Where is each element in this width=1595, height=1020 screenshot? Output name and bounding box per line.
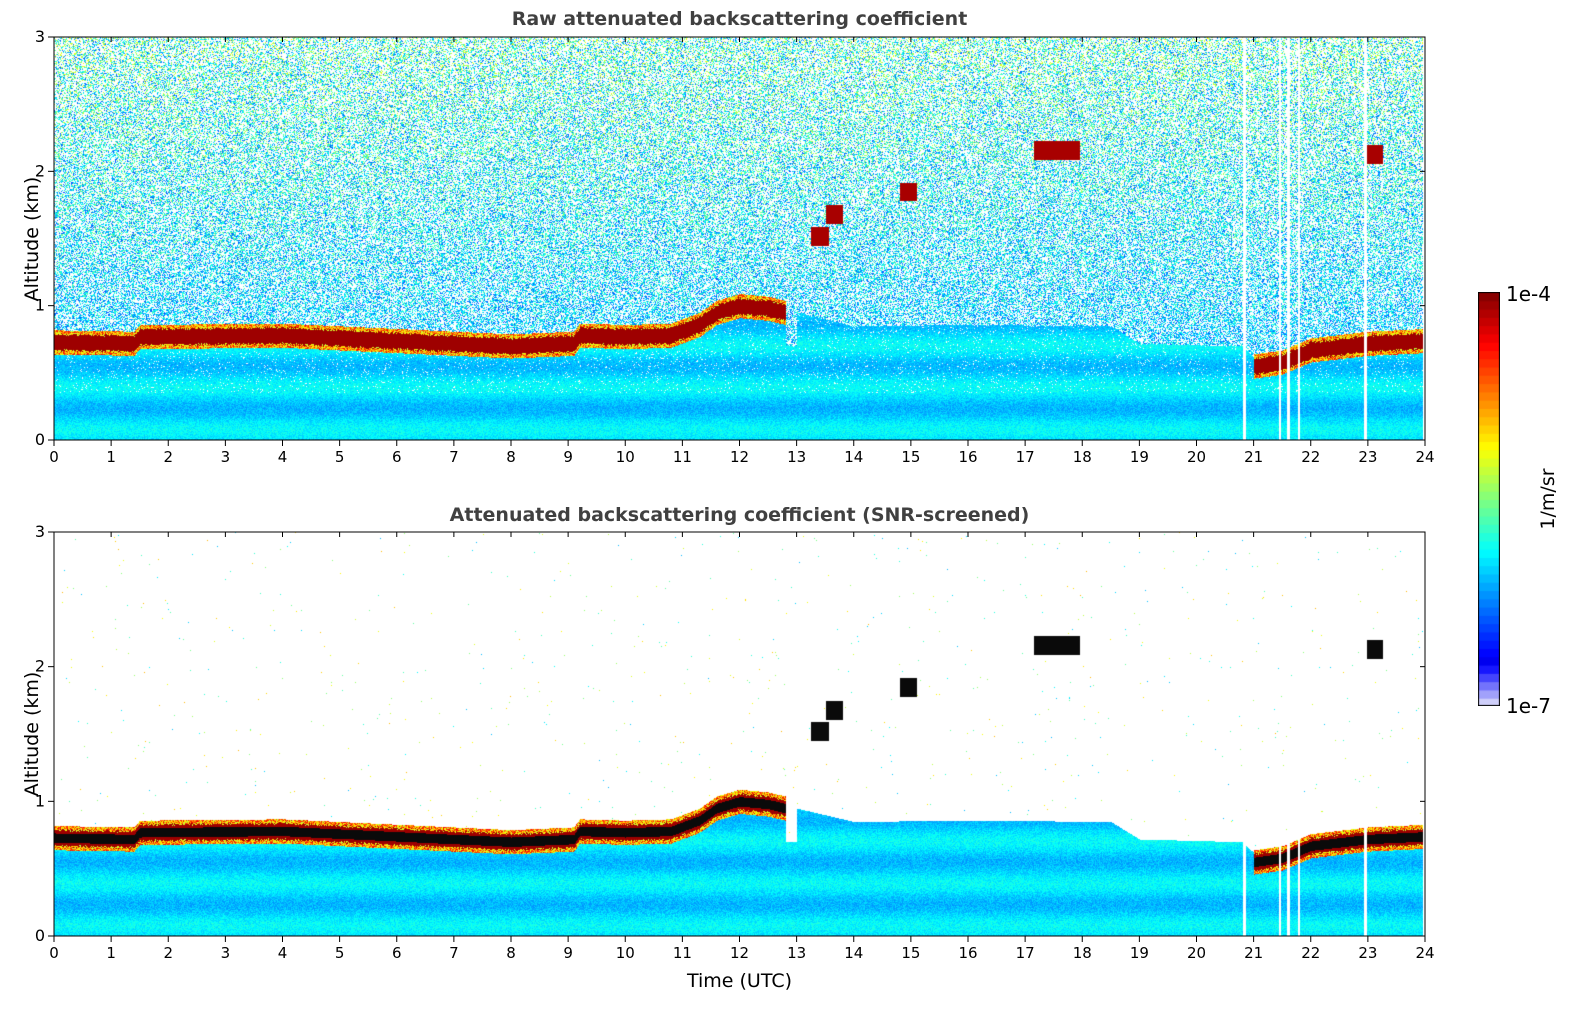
y-tick-label: 0 xyxy=(35,430,45,449)
x-tick-label: 22 xyxy=(1301,448,1320,466)
x-tick-label: 12 xyxy=(730,448,749,466)
x-tick-label: 11 xyxy=(673,448,692,466)
top-plot-title: Raw attenuated backscattering coefficien… xyxy=(511,8,968,30)
x-tick-label: 10 xyxy=(616,448,635,466)
x-tick-label: 6 xyxy=(392,448,402,466)
x-tick-label: 4 xyxy=(278,944,288,962)
x-tick-label: 19 xyxy=(1130,944,1149,962)
x-tick-label: 9 xyxy=(563,944,573,962)
x-tick-label: 5 xyxy=(335,448,345,466)
screened-backscatter-raster xyxy=(54,532,1425,936)
x-tick-label: 14 xyxy=(844,448,863,466)
x-tick-label: 3 xyxy=(221,944,231,962)
x-tick-label: 21 xyxy=(1244,944,1263,962)
y-tick-label: 1 xyxy=(35,791,45,810)
y-tick-label: 1 xyxy=(35,296,45,315)
x-tick-label: 23 xyxy=(1358,944,1377,962)
x-tick-label: 1 xyxy=(106,448,116,466)
y-tick-label: 2 xyxy=(35,657,45,676)
x-tick-label: 3 xyxy=(221,448,231,466)
x-tick-label: 17 xyxy=(1016,448,1035,466)
colorbar xyxy=(1478,292,1500,706)
plot-frame xyxy=(53,531,1426,937)
x-tick-label: 24 xyxy=(1415,944,1434,962)
x-tick-label: 13 xyxy=(787,944,806,962)
x-tick-label: 18 xyxy=(1073,944,1092,962)
colorbar-label: 1/m/sr xyxy=(1537,468,1559,530)
x-tick-label: 12 xyxy=(730,944,749,962)
x-tick-label: 15 xyxy=(901,944,920,962)
x-tick-label: 0 xyxy=(49,944,59,962)
x-tick-label: 2 xyxy=(163,944,173,962)
x-tick-label: 1 xyxy=(106,944,116,962)
x-tick-label: 13 xyxy=(787,448,806,466)
x-tick-label: 16 xyxy=(958,448,977,466)
x-tick-label: 14 xyxy=(844,944,863,962)
x-tick-label: 15 xyxy=(901,448,920,466)
x-tick-label: 24 xyxy=(1415,448,1434,466)
x-tick-label: 4 xyxy=(278,448,288,466)
x-tick-label: 0 xyxy=(49,448,59,466)
x-tick-label: 7 xyxy=(449,448,459,466)
top-ylabel: Altitude (km) xyxy=(21,176,43,302)
y-tick-label: 3 xyxy=(35,27,45,46)
x-tick-label: 9 xyxy=(563,448,573,466)
x-tick-label: 19 xyxy=(1130,448,1149,466)
x-tick-label: 10 xyxy=(616,944,635,962)
x-tick-label: 17 xyxy=(1016,944,1035,962)
x-tick-label: 23 xyxy=(1358,448,1377,466)
x-tick-label: 22 xyxy=(1301,944,1320,962)
x-tick-label: 6 xyxy=(392,944,402,962)
x-tick-label: 21 xyxy=(1244,448,1263,466)
colorbar-max-label: 1e-4 xyxy=(1506,282,1551,306)
x-tick-label: 20 xyxy=(1187,448,1206,466)
x-tick-label: 20 xyxy=(1187,944,1206,962)
y-tick-label: 0 xyxy=(35,926,45,945)
bottom-ylabel: Altitude (km) xyxy=(21,671,43,797)
x-tick-label: 11 xyxy=(673,944,692,962)
x-tick-label: 5 xyxy=(335,944,345,962)
bottom-plot-title: Attenuated backscattering coefficient (S… xyxy=(449,504,1030,526)
x-tick-label: 7 xyxy=(449,944,459,962)
colorbar-min-label: 1e-7 xyxy=(1506,694,1551,718)
y-tick-label: 2 xyxy=(35,161,45,180)
plot-frame xyxy=(53,36,1426,441)
x-tick-label: 8 xyxy=(506,448,516,466)
y-tick-label: 3 xyxy=(35,522,45,541)
x-tick-label: 18 xyxy=(1073,448,1092,466)
raw-backscatter-raster xyxy=(54,37,1425,440)
xlabel: Time (UTC) xyxy=(686,970,793,992)
x-tick-label: 2 xyxy=(163,448,173,466)
x-tick-label: 8 xyxy=(506,944,516,962)
x-tick-label: 16 xyxy=(958,944,977,962)
